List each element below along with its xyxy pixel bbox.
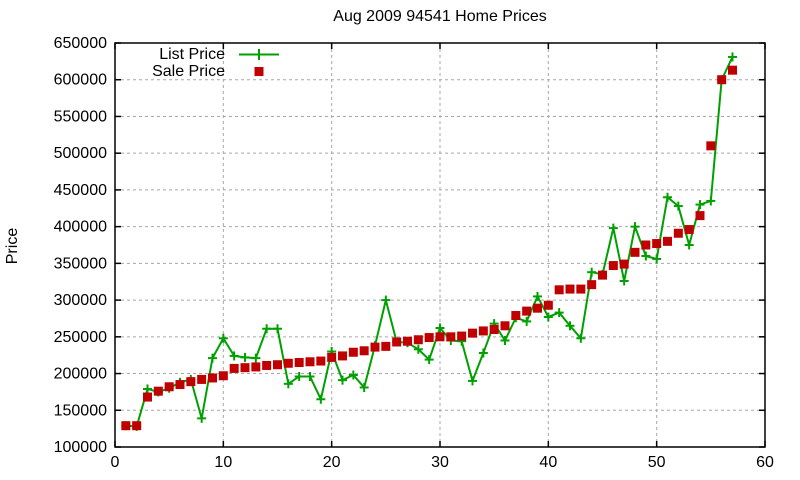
svg-text:250000: 250000 <box>54 329 107 346</box>
svg-text:30: 30 <box>431 454 449 471</box>
svg-text:100000: 100000 <box>54 439 107 456</box>
series-sale-price <box>121 65 737 431</box>
legend-label-list-price: List Price <box>159 46 225 63</box>
svg-text:200000: 200000 <box>54 366 107 383</box>
legend-item-sale-price: Sale Price <box>130 63 281 80</box>
legend: List Price Sale Price <box>130 46 281 80</box>
svg-text:20: 20 <box>323 454 341 471</box>
svg-text:300000: 300000 <box>54 292 107 309</box>
series-list-price <box>121 52 737 431</box>
axes: 0 10 20 30 40 50 60 100000 150000 200000 250000 300… <box>54 35 774 471</box>
svg-text:60: 60 <box>756 454 774 471</box>
svg-text:0: 0 <box>111 454 120 471</box>
svg-text:550000: 550000 <box>54 108 107 125</box>
svg-text:650000: 650000 <box>54 35 107 52</box>
legend-swatch-list-price-line-plus-icon <box>237 46 281 63</box>
chart-title: Aug 2009 94541 Home Prices <box>333 8 547 25</box>
svg-text:450000: 450000 <box>54 182 107 199</box>
svg-text:600000: 600000 <box>54 72 107 89</box>
legend-label-sale-price: Sale Price <box>152 63 225 80</box>
svg-text:50: 50 <box>648 454 666 471</box>
svg-text:150000: 150000 <box>54 402 107 419</box>
legend-swatch-sale-price-square-icon <box>237 63 281 80</box>
svg-text:350000: 350000 <box>54 255 107 272</box>
svg-text:400000: 400000 <box>54 219 107 236</box>
gridlines <box>115 43 765 447</box>
legend-item-list-price: List Price <box>130 46 281 63</box>
svg-text:500000: 500000 <box>54 145 107 162</box>
svg-text:10: 10 <box>214 454 232 471</box>
svg-text:40: 40 <box>539 454 557 471</box>
